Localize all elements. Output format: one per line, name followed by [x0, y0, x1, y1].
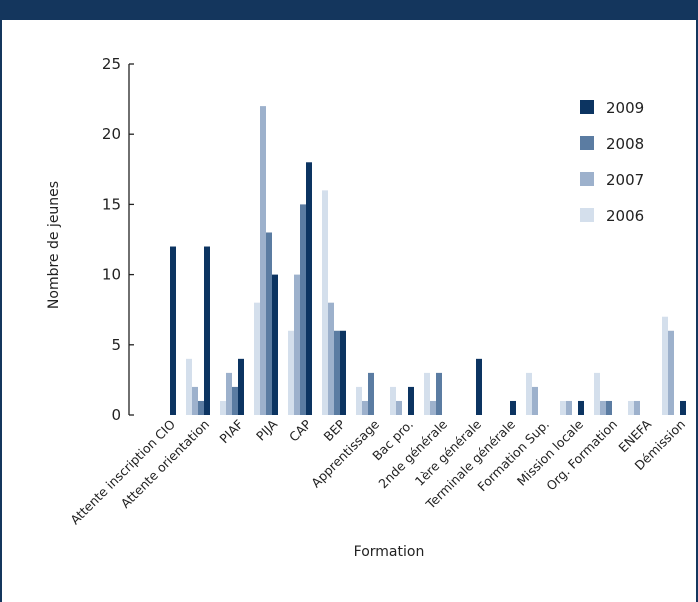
- y-tick-label: 5: [111, 336, 121, 354]
- bar-2006: [390, 386, 396, 415]
- bar-2006: [526, 372, 532, 415]
- bar-2007: [600, 400, 606, 415]
- bar-2008: [300, 204, 306, 415]
- bar-2007: [532, 386, 538, 415]
- legend-swatch: [580, 100, 594, 114]
- bar-2009: [170, 246, 176, 415]
- y-tick-label: 0: [111, 406, 121, 424]
- bar-2006: [288, 330, 294, 415]
- bar-2007: [566, 400, 572, 415]
- bar-2006: [220, 400, 226, 415]
- bar-2009: [476, 358, 482, 415]
- bar-2008: [232, 386, 238, 415]
- bar-2006: [186, 358, 192, 415]
- bar-2007: [192, 386, 198, 415]
- x-tick-label: PIAF: [216, 417, 246, 447]
- bar-2007: [668, 330, 674, 415]
- legend: 2009 2008 2007 2006: [580, 99, 644, 225]
- y-tick-label: 15: [102, 195, 121, 213]
- legend-label: 2008: [606, 135, 644, 153]
- bar-2007: [396, 400, 402, 415]
- bar-2006: [628, 400, 634, 415]
- bar-2009: [510, 400, 516, 415]
- bar-2007: [226, 372, 232, 415]
- x-tick-label: PIJA: [253, 416, 280, 443]
- bar-2006: [356, 386, 362, 415]
- legend-swatch: [580, 172, 594, 186]
- legend-label: 2006: [606, 207, 644, 225]
- axes: 0 5 10 15 20 25: [102, 55, 134, 424]
- legend-label: 2007: [606, 171, 644, 189]
- bar-2006: [560, 400, 566, 415]
- y-tick-label: 10: [102, 266, 121, 284]
- bar-2008: [266, 232, 272, 415]
- bars: [170, 106, 686, 416]
- bar-2006: [662, 316, 668, 415]
- bar-2007: [362, 400, 368, 415]
- bar-2006: [594, 372, 600, 415]
- bar-2007: [294, 274, 300, 415]
- bar-2008: [334, 330, 340, 415]
- x-tick-label: BEP: [321, 416, 349, 444]
- bar-2006: [254, 302, 260, 415]
- y-tick-label: 20: [102, 125, 121, 143]
- y-tick-label: 25: [102, 55, 121, 73]
- bar-2007: [260, 106, 266, 416]
- bar-2009: [306, 162, 312, 415]
- bar-2006: [322, 190, 328, 415]
- bar-2008: [198, 400, 204, 415]
- bar-2009: [408, 386, 414, 415]
- legend-swatch: [580, 208, 594, 222]
- y-axis-title: Nombre de jeunes: [46, 181, 62, 309]
- bar-2008: [606, 400, 612, 415]
- bar-2009: [578, 400, 584, 415]
- legend-swatch: [580, 136, 594, 150]
- bar-2009: [204, 246, 210, 415]
- bar-2009: [238, 358, 244, 415]
- bar-2009: [340, 330, 346, 415]
- bar-2009: [272, 274, 278, 415]
- bar-2007: [430, 400, 436, 415]
- bar-2007: [634, 400, 640, 415]
- bar-2006: [424, 372, 430, 415]
- x-axis-title: Formation: [354, 544, 425, 560]
- bar-2007: [328, 302, 334, 415]
- legend-label: 2009: [606, 99, 644, 117]
- bar-2008: [368, 372, 374, 415]
- bar-2009: [680, 400, 686, 415]
- x-tick-label: CAP: [286, 416, 314, 444]
- bar-2008: [436, 372, 442, 415]
- header-band: [2, 0, 698, 20]
